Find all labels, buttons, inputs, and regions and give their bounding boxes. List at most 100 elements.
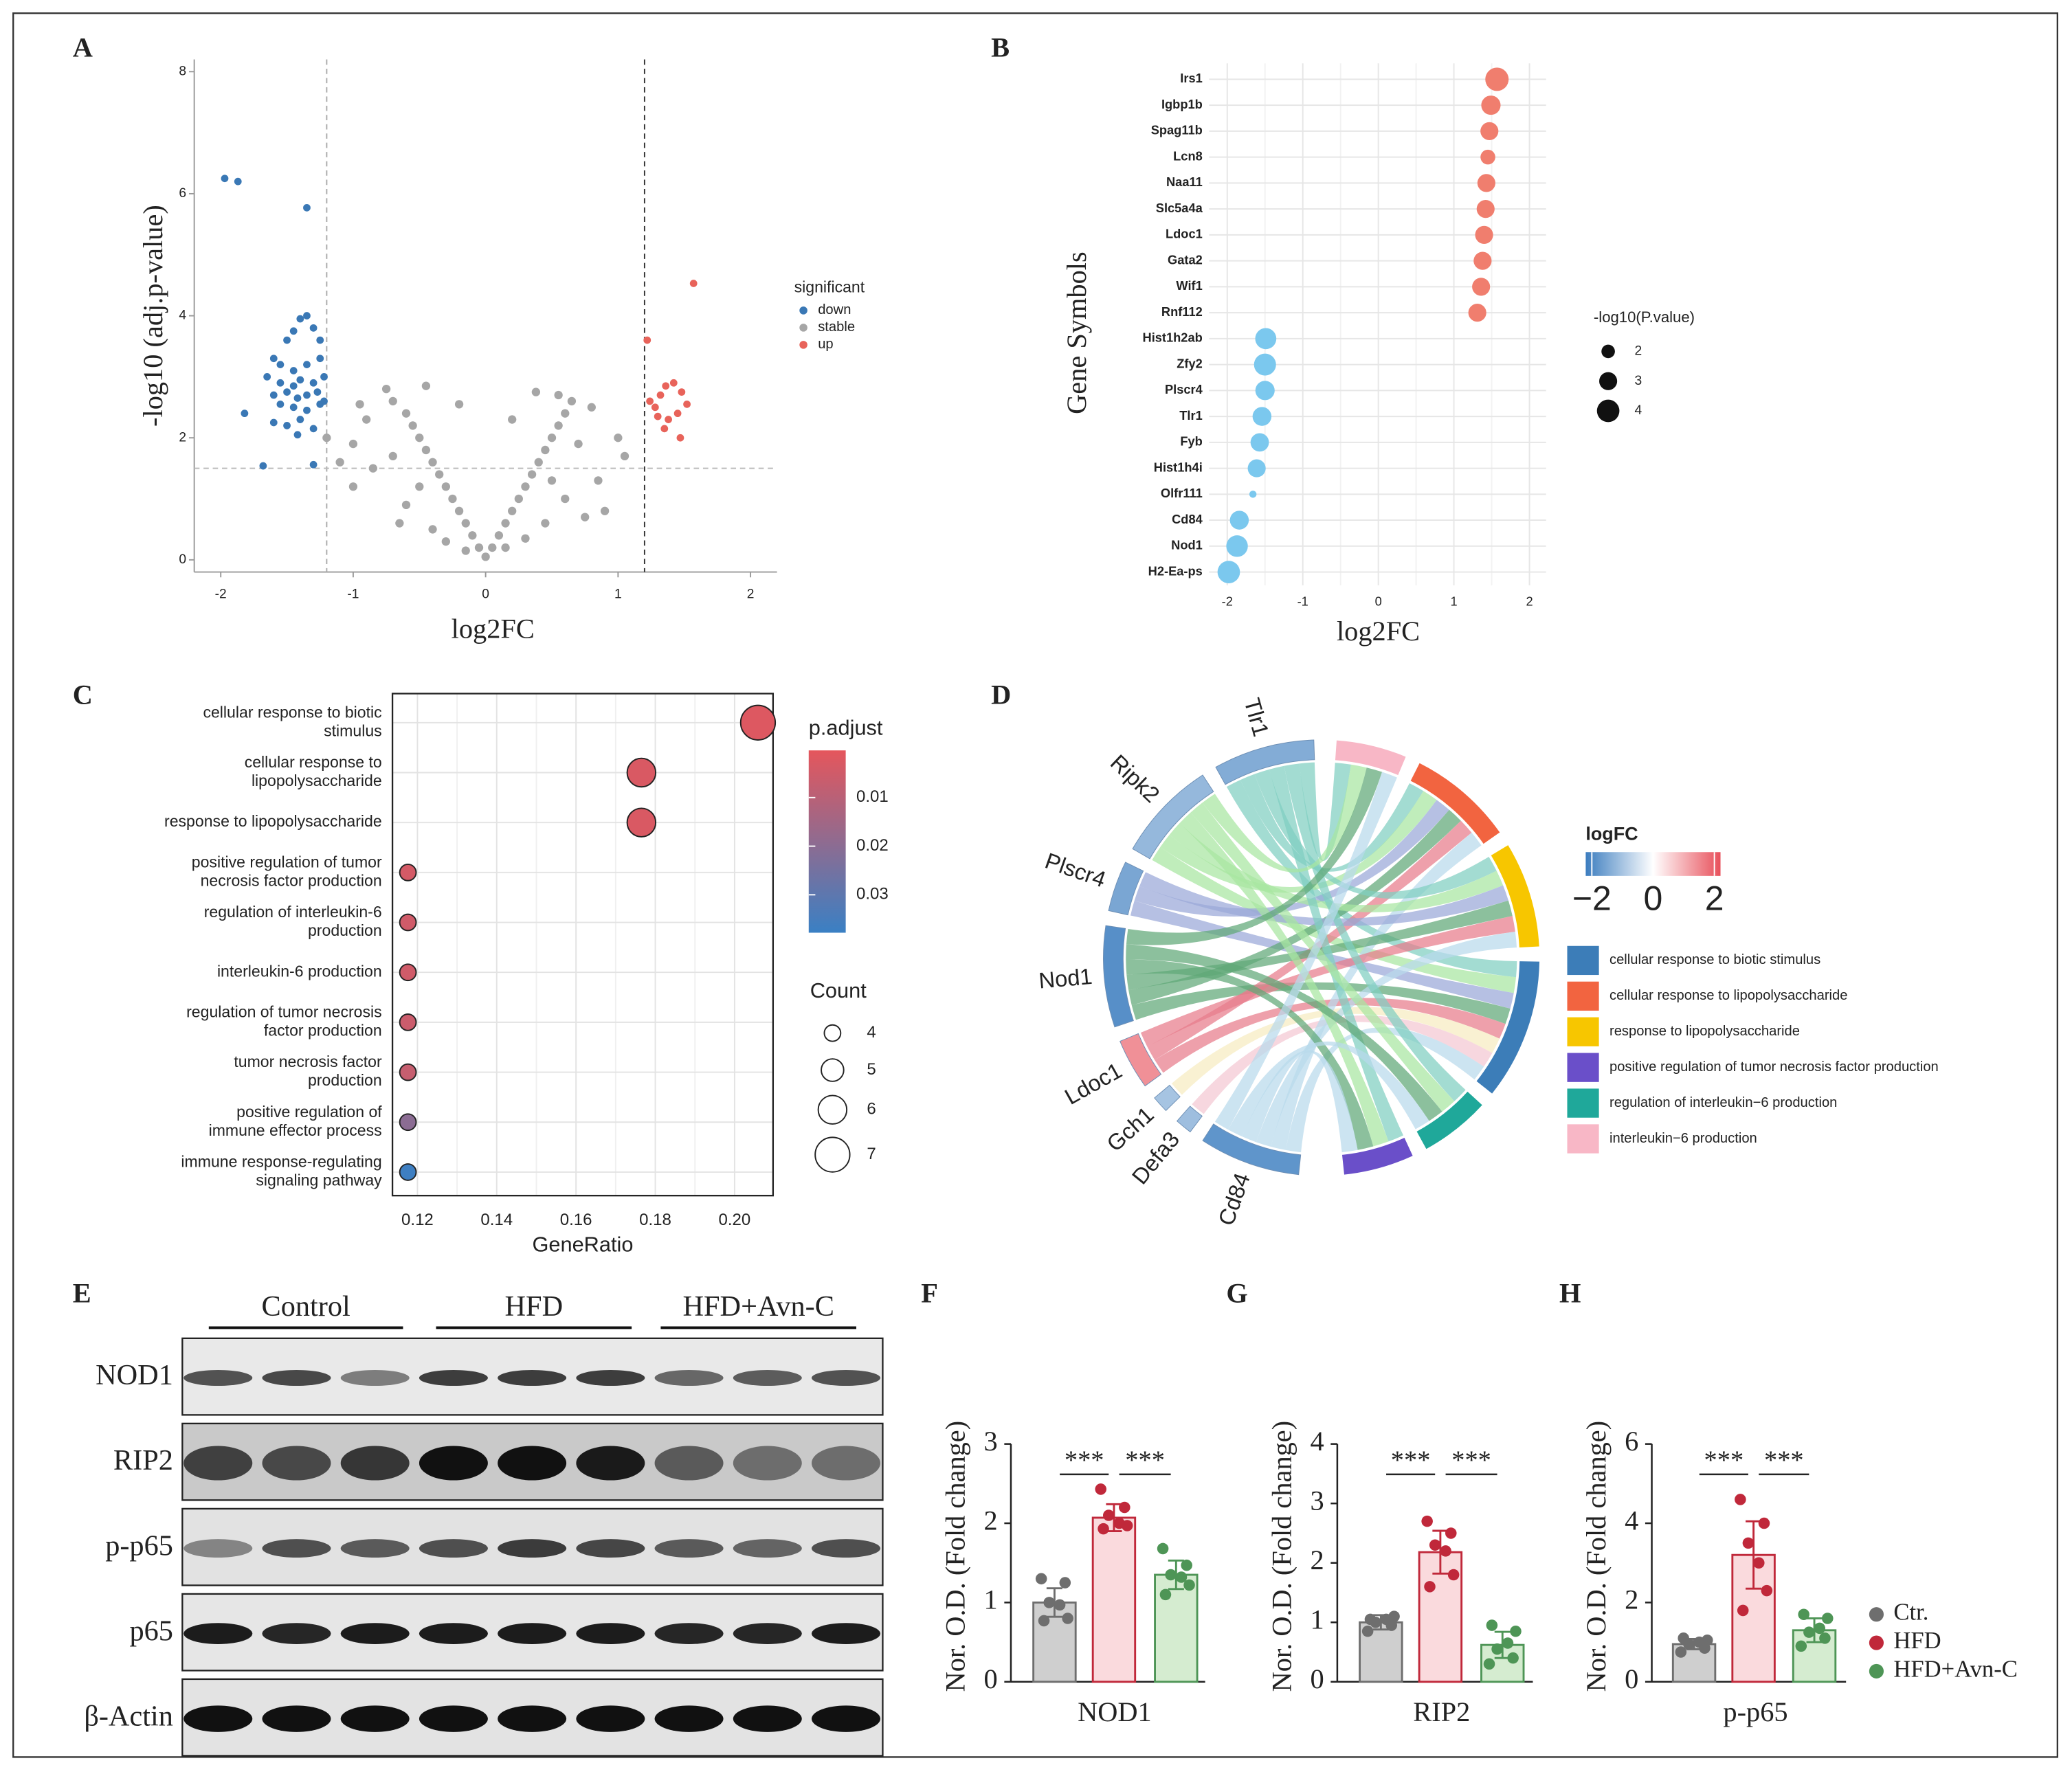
dot (626, 807, 657, 838)
blot-band (419, 1705, 488, 1732)
point (348, 439, 358, 449)
point (461, 546, 470, 555)
panel-label: G (1226, 1278, 1247, 1309)
point (309, 324, 318, 332)
y-tick-label: 3 (1310, 1485, 1324, 1516)
x-tick-label: -2 (215, 587, 227, 601)
data-point (1157, 1542, 1169, 1555)
dot (1477, 174, 1495, 192)
y-tick-label: necrosis factor production (201, 871, 382, 889)
blot-band (576, 1369, 645, 1386)
panel-label: E (73, 1278, 91, 1309)
significance-label: *** (1391, 1446, 1431, 1474)
chord-ribbon (1131, 982, 1511, 1024)
legend-swatch (817, 1094, 848, 1125)
data-point (1119, 1501, 1130, 1514)
blot-band (812, 1623, 880, 1644)
blot-band (340, 1623, 410, 1644)
x-tick-label: 1 (1451, 594, 1458, 609)
data-point (1175, 1571, 1188, 1583)
y-tick-label: Spag11b (1151, 123, 1203, 137)
point (276, 400, 285, 408)
y-tick-label: Tlr1 (1179, 408, 1202, 423)
legend-swatch (799, 306, 807, 315)
data-point (1822, 1613, 1834, 1624)
point (454, 400, 464, 409)
point (320, 397, 328, 405)
point (587, 403, 596, 412)
point (574, 439, 583, 449)
panel-label: C (73, 680, 93, 710)
dot (399, 963, 417, 982)
gene-label: Cd84 (1213, 1169, 1255, 1228)
data-point (1510, 1625, 1522, 1637)
point (335, 458, 344, 467)
row-label: NOD1 (96, 1359, 173, 1391)
point (289, 367, 298, 374)
blot-band (654, 1539, 724, 1558)
chord-ribbon (1202, 764, 1367, 873)
data-point (1795, 1640, 1807, 1652)
blot-band (576, 1539, 645, 1558)
point (581, 513, 590, 521)
chord-ribbon (1271, 832, 1482, 1150)
dot (1473, 251, 1492, 270)
blot-band (183, 1705, 253, 1732)
data-point (1737, 1604, 1749, 1617)
y-tick-label: Igbp1b (1161, 97, 1203, 111)
point (221, 175, 229, 183)
data-point (1043, 1597, 1055, 1608)
y-tick-label: Rnf112 (1161, 304, 1203, 319)
legend-swatch (814, 1136, 851, 1173)
data-point (1388, 1610, 1400, 1622)
legend-label: positive regulation of tumor necrosis fa… (1609, 1059, 1939, 1075)
chord-ribbon (1140, 916, 1515, 1047)
y-tick-label: Irs1 (1180, 71, 1202, 85)
dot (1480, 149, 1495, 165)
blot-band (419, 1539, 488, 1558)
legend-label: cellular response to biotic stimulus (1609, 952, 1820, 967)
gene-arc (1119, 1033, 1162, 1087)
dot (1217, 561, 1240, 583)
point (534, 458, 543, 467)
point (289, 403, 298, 412)
y-tick-label: Cd84 (1172, 512, 1203, 526)
chord-ribbon (1128, 809, 1461, 1005)
data-point (1742, 1537, 1754, 1549)
y-tick-label: cellular response to biotic (203, 703, 381, 721)
chord-ribbon (1256, 931, 1517, 1147)
dot (626, 757, 657, 788)
legend-swatch (1567, 1017, 1599, 1046)
term-arc (1410, 763, 1500, 844)
y-tick-label: Naa11 (1166, 175, 1203, 189)
x-tick-label: 1 (614, 587, 622, 601)
point (656, 391, 665, 399)
legend-swatch (1567, 945, 1599, 976)
point (435, 470, 444, 479)
dot (399, 863, 417, 882)
x-axis-label: NOD1 (1078, 1696, 1152, 1727)
point (683, 400, 691, 408)
data-point (1062, 1613, 1073, 1624)
dot (1247, 459, 1266, 478)
blot-band (812, 1539, 880, 1558)
gene-arc (1215, 739, 1315, 785)
figure-border (12, 12, 2059, 1758)
y-tick-label: Fyb (1180, 434, 1202, 449)
point (283, 388, 291, 396)
term-arc (1335, 740, 1406, 776)
point (614, 434, 623, 442)
blot-band (654, 1369, 724, 1386)
point (441, 482, 450, 491)
x-tick-label: 2 (1526, 594, 1533, 609)
point (554, 390, 563, 400)
significance-label: *** (1125, 1446, 1165, 1474)
chord-ribbon (1242, 1050, 1358, 1153)
y-axis-label: Nor. O.D. (Fold change) (1581, 1421, 1612, 1692)
blot-band (498, 1369, 567, 1386)
data-point (1038, 1615, 1050, 1627)
legend-title: -log10(P.value) (1594, 308, 1695, 326)
blot-band (183, 1623, 253, 1644)
y-tick-label: Nod1 (1171, 538, 1203, 552)
point (296, 416, 304, 423)
